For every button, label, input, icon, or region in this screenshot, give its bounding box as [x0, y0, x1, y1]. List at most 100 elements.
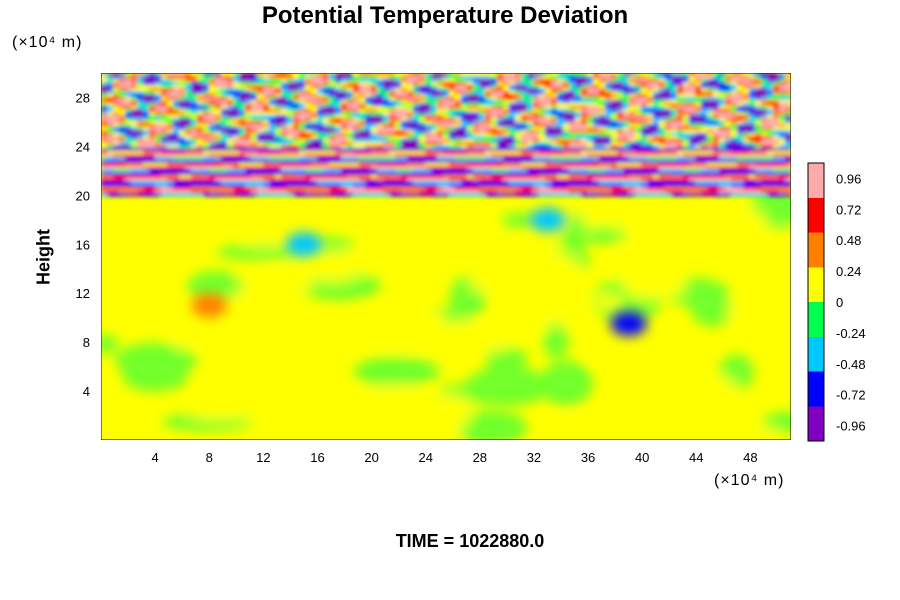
- wave-cell: [347, 184, 354, 188]
- wave-cell: [221, 97, 228, 101]
- wave-cell: [257, 97, 264, 101]
- wave-cell: [593, 124, 600, 128]
- wave-cell: [281, 130, 288, 134]
- wave-cell: [569, 166, 576, 170]
- wave-cell: [269, 184, 276, 188]
- wave-cell: [161, 118, 168, 122]
- wave-cell: [167, 154, 174, 158]
- wave-cell: [779, 142, 786, 146]
- wave-cell: [677, 190, 684, 194]
- wave-cell: [611, 88, 618, 92]
- wave-cell: [419, 157, 426, 161]
- wave-cell: [257, 172, 264, 176]
- wave-cell: [449, 136, 456, 140]
- wave-cell: [545, 166, 552, 170]
- wave-cell: [413, 187, 420, 191]
- wave-cell: [215, 169, 222, 173]
- wave-cell: [197, 127, 204, 131]
- wave-cell: [161, 103, 168, 107]
- wave-cell: [695, 175, 702, 179]
- wave-cell: [569, 190, 576, 194]
- wave-cell: [491, 91, 498, 95]
- wave-cell: [125, 82, 132, 86]
- wave-cell: [623, 157, 630, 161]
- wave-cell: [377, 163, 384, 167]
- wave-cell: [593, 193, 600, 197]
- wave-cell: [371, 151, 378, 155]
- wave-cell: [197, 139, 204, 143]
- wave-cell: [419, 172, 426, 176]
- wave-cell: [485, 160, 492, 164]
- wave-cell: [131, 85, 138, 89]
- wave-cell: [467, 76, 474, 80]
- wave-cell: [419, 187, 426, 191]
- wave-cell: [341, 154, 348, 158]
- wave-cell: [107, 175, 114, 179]
- wave-cell: [767, 133, 774, 137]
- wave-cell: [755, 169, 762, 173]
- wave-cell: [677, 145, 684, 149]
- wave-cell: [527, 175, 534, 179]
- wave-cell: [101, 154, 108, 158]
- wave-cell: [413, 178, 420, 182]
- wave-cell: [353, 103, 360, 107]
- wave-cell: [413, 193, 420, 197]
- wave-cell: [173, 184, 180, 188]
- wave-cell: [371, 136, 378, 140]
- wave-cell: [683, 133, 690, 137]
- wave-cell: [173, 154, 180, 158]
- wave-cell: [155, 121, 162, 125]
- wave-cell: [347, 193, 354, 197]
- wave-cell: [311, 127, 318, 131]
- wave-cell: [611, 97, 618, 101]
- turbulence-patch: [101, 403, 126, 415]
- wave-cell: [203, 184, 210, 188]
- wave-cell: [737, 142, 744, 146]
- wave-cell: [677, 139, 684, 143]
- wave-cell: [281, 145, 288, 149]
- wave-cell: [479, 184, 486, 188]
- wave-cell: [167, 109, 174, 113]
- wave-cell: [299, 115, 306, 119]
- wave-cell: [419, 124, 426, 128]
- wave-cell: [671, 91, 678, 95]
- wave-cell: [647, 151, 654, 155]
- wave-cell: [251, 139, 258, 143]
- wave-cell: [551, 175, 558, 179]
- wave-cell: [269, 166, 276, 170]
- wave-cell: [569, 178, 576, 182]
- wave-cell: [239, 76, 246, 80]
- wave-cell: [359, 160, 366, 164]
- wave-cell: [653, 136, 660, 140]
- wave-cell: [755, 175, 762, 179]
- wave-cell: [293, 103, 300, 107]
- wave-cell: [581, 172, 588, 176]
- wave-cell: [635, 136, 642, 140]
- wave-cell: [515, 82, 522, 86]
- colorbar-tick-label: -0.48: [836, 357, 866, 372]
- wave-cell: [281, 160, 288, 164]
- wave-cell: [245, 148, 252, 152]
- wave-cell: [563, 157, 570, 161]
- wave-cell: [215, 118, 222, 122]
- wave-cell: [761, 142, 768, 146]
- wave-cell: [743, 175, 750, 179]
- wave-cell: [737, 79, 744, 83]
- wave-cell: [197, 190, 204, 194]
- wave-cell: [347, 133, 354, 137]
- wave-cell: [527, 79, 534, 83]
- wave-cell: [479, 130, 486, 134]
- wave-cell: [539, 130, 546, 134]
- wave-cell: [347, 73, 354, 77]
- wave-cell: [221, 106, 228, 110]
- wave-cell: [107, 106, 114, 110]
- wave-cell: [407, 88, 414, 92]
- wave-cell: [425, 172, 432, 176]
- wave-cell: [371, 178, 378, 182]
- wave-cell: [677, 106, 684, 110]
- wave-cell: [197, 151, 204, 155]
- wave-cell: [485, 169, 492, 173]
- wave-cell: [785, 175, 791, 179]
- wave-cell: [131, 127, 138, 131]
- wave-cell: [569, 169, 576, 173]
